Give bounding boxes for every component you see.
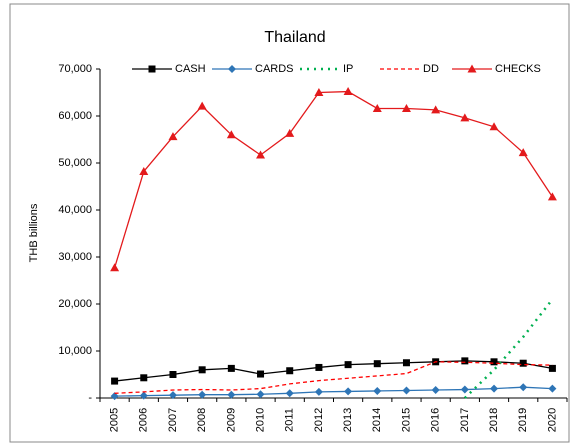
data-point — [519, 383, 528, 392]
data-point — [285, 389, 294, 398]
x-tick-label: 2014 — [371, 408, 383, 432]
data-point — [373, 386, 382, 395]
legend-marker — [228, 65, 236, 73]
legend-label: CARDS — [255, 63, 294, 75]
legend-label: IP — [343, 63, 353, 75]
data-point — [344, 361, 352, 369]
data-point — [169, 371, 177, 378]
data-point — [168, 132, 178, 141]
legend-marker — [467, 64, 477, 73]
data-point — [110, 392, 119, 401]
series-line — [114, 386, 553, 397]
legend-label: CASH — [175, 63, 206, 75]
y-tick-label: 50,000 — [58, 157, 92, 169]
x-tick-label: 2016 — [430, 408, 442, 432]
data-point — [256, 150, 266, 159]
x-tick-label: 2010 — [254, 408, 266, 432]
x-tick-label: 2006 — [138, 408, 150, 432]
data-point — [461, 357, 469, 365]
series-line — [113, 90, 553, 268]
data-point — [344, 387, 353, 396]
data-point — [198, 366, 206, 374]
y-tick-label: 10,000 — [58, 345, 92, 357]
data-point — [372, 103, 382, 112]
data-point — [402, 386, 411, 395]
data-point — [519, 359, 527, 367]
data-point — [286, 367, 294, 375]
legend-label: CHECKS — [495, 63, 541, 75]
y-tick-label: 70,000 — [58, 63, 92, 75]
data-point — [285, 128, 295, 137]
y-tick-label: - — [88, 392, 92, 404]
data-point — [402, 359, 410, 367]
y-tick-label: 30,000 — [58, 251, 92, 263]
x-tick-label: 2009 — [225, 408, 237, 432]
data-point — [431, 386, 440, 395]
data-point — [460, 385, 469, 394]
y-tick-label: 40,000 — [58, 204, 92, 216]
data-point — [489, 122, 499, 131]
data-point — [197, 101, 207, 110]
data-point — [314, 387, 323, 396]
data-point — [343, 87, 353, 96]
data-point — [139, 391, 148, 400]
data-point — [226, 130, 236, 139]
x-tick-label: 2019 — [517, 408, 529, 432]
data-point — [168, 391, 177, 400]
data-point — [431, 105, 441, 114]
legend-marker — [148, 65, 156, 73]
data-point — [256, 390, 265, 399]
data-point — [227, 390, 236, 399]
y-axis-label: THB billions — [28, 203, 40, 262]
x-tick-label: 2018 — [488, 408, 500, 432]
chart-title: Thailand — [264, 29, 325, 46]
data-point — [401, 103, 411, 112]
x-tick-label: 2011 — [284, 408, 296, 432]
data-point — [490, 358, 498, 366]
x-tick-label: 2007 — [167, 408, 179, 432]
data-point — [314, 88, 324, 96]
data-point — [490, 384, 499, 393]
x-tick-label: 2012 — [313, 408, 325, 432]
data-point — [198, 390, 207, 399]
x-tick-label: 2017 — [459, 408, 471, 432]
x-tick-label: 2008 — [196, 408, 208, 432]
y-tick-label: 20,000 — [58, 298, 92, 310]
legend-label: DD — [423, 63, 439, 75]
x-tick-label: 2005 — [109, 408, 121, 432]
data-point — [111, 377, 119, 385]
data-point — [548, 364, 556, 372]
data-point — [547, 192, 557, 201]
data-point — [518, 148, 528, 157]
x-tick-label: 2020 — [546, 408, 558, 432]
data-point — [315, 363, 323, 371]
series-line — [114, 361, 553, 394]
data-point — [460, 113, 470, 122]
data-point — [548, 384, 557, 393]
y-tick-label: 60,000 — [58, 110, 92, 122]
x-tick-label: 2015 — [400, 408, 412, 432]
x-tick-label: 2013 — [342, 408, 354, 432]
data-point — [373, 360, 381, 368]
series-line — [114, 360, 553, 382]
data-point — [110, 263, 120, 272]
data-point — [227, 364, 235, 372]
data-point — [257, 370, 265, 378]
data-point — [140, 374, 148, 382]
data-point — [139, 166, 149, 175]
